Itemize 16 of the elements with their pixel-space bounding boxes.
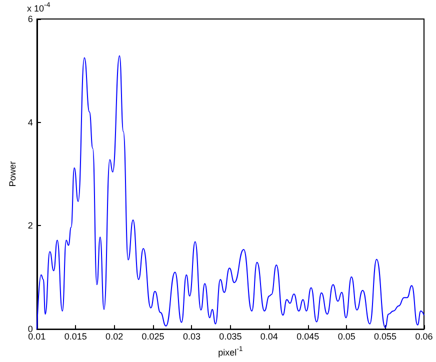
x-tick-label: 0.06 [415, 332, 433, 342]
y-tick-label: 2 [28, 220, 33, 231]
x-tick-label: 0.03 [182, 332, 201, 342]
x-tick-label: 0.01 [28, 332, 46, 342]
x-tick-label: 0.015 [64, 332, 87, 342]
y-tick-label: 0 [28, 324, 33, 334]
x-tick-label: 0.04 [260, 332, 278, 342]
x-tick-label: 0.025 [142, 332, 164, 342]
x-tick-label: 0.02 [106, 332, 124, 342]
x-tick-label: 0.045 [296, 332, 320, 342]
y-tick-label: 6 [28, 14, 33, 24]
y-axis-title: Power [8, 161, 18, 187]
y-tick-label: 4 [28, 117, 33, 128]
x-tick-label: 0.055 [374, 332, 397, 342]
x-tick-label: 0.05 [338, 332, 356, 342]
x-tick-label: 0.035 [219, 332, 242, 342]
